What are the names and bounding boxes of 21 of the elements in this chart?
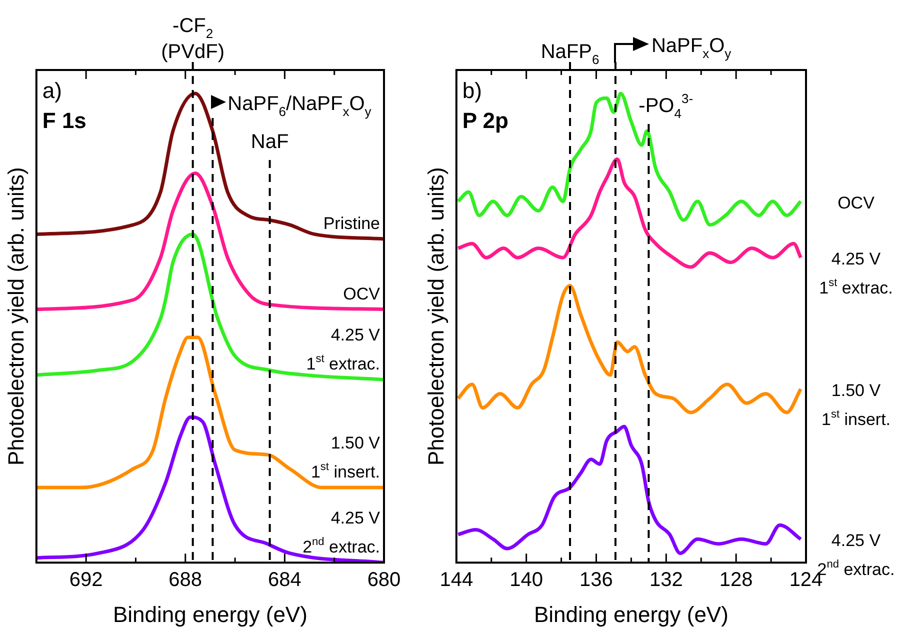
y-axis-title: Photoelectron yield (arb. units) [423,167,448,466]
x-axis-title: Binding energy (eV) [534,602,728,627]
annotation: F 1s [42,108,86,133]
ref-line-label: NaF [250,131,289,153]
annotation: P 2p [462,108,508,133]
x-tick-label: 684 [268,569,302,592]
x-axis-title: Binding energy (eV) [112,602,308,627]
x-tick-label: 680 [367,569,401,592]
x-tick-label: 144 [440,569,474,592]
x-tick-label: 136 [580,569,613,592]
annotation: b) [462,78,482,103]
x-tick-label: 692 [69,569,103,592]
x-tick-label: 128 [719,569,753,592]
x-tick-label: 132 [649,569,683,592]
y-axis-title: Photoelectron yield (arb. units) [3,167,28,466]
annotation: a) [42,78,62,103]
text: OCV [838,193,876,212]
series-label: OCV [343,284,381,304]
series-label: Pristine [323,214,380,233]
x-tick-label: 140 [510,569,544,592]
x-tick-label: 688 [168,569,202,592]
